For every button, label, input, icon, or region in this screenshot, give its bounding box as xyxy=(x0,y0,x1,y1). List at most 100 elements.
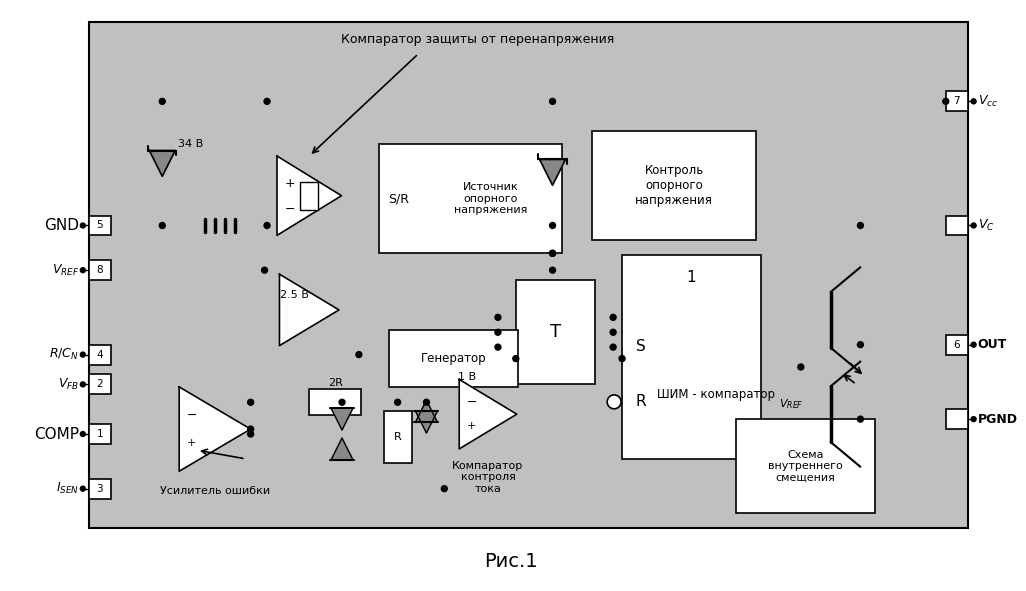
Bar xyxy=(89,216,111,235)
Circle shape xyxy=(424,400,430,405)
Circle shape xyxy=(441,486,447,492)
Circle shape xyxy=(550,251,555,256)
Polygon shape xyxy=(180,387,250,471)
Bar xyxy=(389,330,518,387)
Text: $I_{SEN}$: $I_{SEN}$ xyxy=(55,481,79,496)
Text: $V_{FB}$: $V_{FB}$ xyxy=(57,377,79,392)
Text: 2: 2 xyxy=(96,379,103,389)
Text: COMP: COMP xyxy=(34,427,79,441)
Circle shape xyxy=(550,267,555,273)
Bar xyxy=(89,345,111,365)
Text: $V_C$: $V_C$ xyxy=(978,218,994,233)
Circle shape xyxy=(247,431,253,437)
Circle shape xyxy=(395,400,400,405)
Text: 7: 7 xyxy=(953,96,960,106)
Text: T: T xyxy=(550,323,561,341)
Bar xyxy=(309,389,361,415)
Text: +: + xyxy=(285,177,295,190)
Text: $R/C_N$: $R/C_N$ xyxy=(49,347,79,362)
Text: 1: 1 xyxy=(686,269,697,285)
Polygon shape xyxy=(331,408,353,430)
Circle shape xyxy=(972,223,976,228)
Polygon shape xyxy=(279,274,339,346)
Polygon shape xyxy=(540,160,565,185)
Polygon shape xyxy=(277,156,342,235)
Circle shape xyxy=(80,352,85,357)
Bar xyxy=(89,375,111,394)
Text: S/R: S/R xyxy=(388,192,409,205)
Circle shape xyxy=(495,314,501,320)
Text: 4: 4 xyxy=(96,350,103,359)
Circle shape xyxy=(247,400,253,405)
Polygon shape xyxy=(416,400,437,422)
Text: −: − xyxy=(285,203,295,216)
Bar xyxy=(946,409,968,429)
Text: Источник
опорного
напряжения: Источник опорного напряжения xyxy=(453,182,527,215)
Circle shape xyxy=(798,364,803,370)
Text: −: − xyxy=(187,408,198,421)
Text: PGND: PGND xyxy=(978,413,1018,426)
Circle shape xyxy=(607,395,621,409)
Text: 3: 3 xyxy=(96,483,103,493)
Text: Компаратор защиты от перенапряжения: Компаратор защиты от перенапряжения xyxy=(342,33,615,46)
Text: Рис.1: Рис.1 xyxy=(484,551,538,571)
Bar xyxy=(592,131,756,241)
Text: GND: GND xyxy=(44,218,79,233)
Text: 2R: 2R xyxy=(327,378,343,388)
Text: 1: 1 xyxy=(96,429,103,439)
Circle shape xyxy=(80,486,85,491)
Bar xyxy=(946,216,968,235)
Circle shape xyxy=(80,268,85,272)
Polygon shape xyxy=(460,379,517,449)
Bar xyxy=(301,182,318,210)
Text: $V_{REF}$: $V_{REF}$ xyxy=(779,397,803,411)
Polygon shape xyxy=(150,151,175,176)
Text: R: R xyxy=(636,394,646,410)
Circle shape xyxy=(80,382,85,387)
Bar xyxy=(946,335,968,355)
Text: Контроль
опорного
напряжения: Контроль опорного напряжения xyxy=(635,164,713,207)
Text: 1 В: 1 В xyxy=(458,372,476,382)
Circle shape xyxy=(247,426,253,432)
Text: $V_{REF}$: $V_{REF}$ xyxy=(51,262,79,278)
Circle shape xyxy=(513,356,519,362)
Text: ШИМ - компаратор: ШИМ - компаратор xyxy=(658,388,776,401)
Circle shape xyxy=(610,344,616,350)
Circle shape xyxy=(339,400,345,405)
Circle shape xyxy=(550,222,555,229)
Text: $V_{cc}$: $V_{cc}$ xyxy=(978,94,997,109)
Polygon shape xyxy=(416,411,437,433)
Circle shape xyxy=(495,329,501,335)
Bar xyxy=(737,419,875,514)
Bar xyxy=(516,280,595,384)
Text: +: + xyxy=(187,438,196,448)
Circle shape xyxy=(610,314,616,320)
Circle shape xyxy=(858,222,864,229)
Circle shape xyxy=(972,417,976,421)
Circle shape xyxy=(972,342,976,347)
Circle shape xyxy=(80,431,85,437)
Text: Генератор: Генератор xyxy=(421,352,486,365)
Circle shape xyxy=(264,98,270,105)
Bar xyxy=(946,92,968,111)
Circle shape xyxy=(972,99,976,104)
Text: 2.5 В: 2.5 В xyxy=(280,290,309,300)
Circle shape xyxy=(610,329,616,335)
Circle shape xyxy=(262,267,268,273)
Bar xyxy=(89,479,111,499)
Text: 8: 8 xyxy=(96,265,103,275)
Bar xyxy=(384,411,411,463)
Bar xyxy=(89,424,111,444)
Bar xyxy=(379,144,562,254)
Circle shape xyxy=(858,342,864,348)
Text: Усилитель ошибки: Усилитель ошибки xyxy=(160,486,270,496)
Text: OUT: OUT xyxy=(978,338,1007,351)
Text: Компаратор
контроля
тока: Компаратор контроля тока xyxy=(452,461,523,494)
Bar xyxy=(89,22,968,528)
Bar xyxy=(622,255,761,459)
Circle shape xyxy=(264,222,270,229)
Text: 6: 6 xyxy=(953,340,960,350)
Text: −: − xyxy=(467,396,478,409)
Text: R: R xyxy=(394,432,401,442)
Circle shape xyxy=(159,98,165,105)
